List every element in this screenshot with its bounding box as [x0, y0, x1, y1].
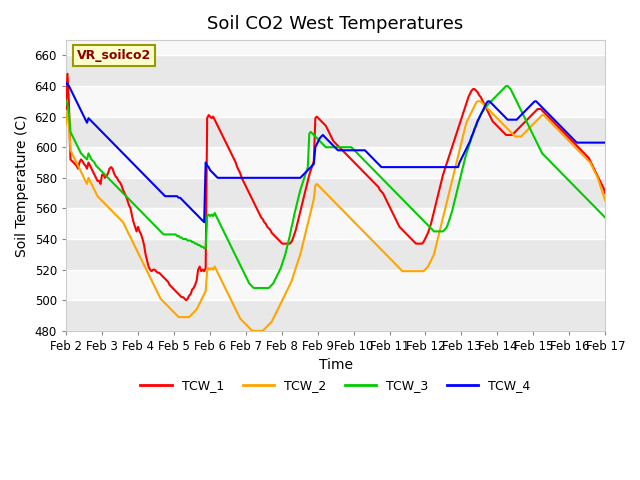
- Bar: [66, 300, 605, 331]
- Bar: [66, 117, 605, 147]
- Bar: [66, 239, 605, 270]
- Bar: [66, 86, 605, 117]
- Bar: [66, 270, 605, 300]
- Bar: [66, 147, 605, 178]
- Text: VR_soilco2: VR_soilco2: [77, 49, 151, 62]
- Bar: [66, 178, 605, 208]
- Legend: TCW_1, TCW_2, TCW_3, TCW_4: TCW_1, TCW_2, TCW_3, TCW_4: [136, 374, 536, 397]
- Bar: [66, 55, 605, 86]
- Title: Soil CO2 West Temperatures: Soil CO2 West Temperatures: [207, 15, 464, 33]
- Bar: [66, 208, 605, 239]
- X-axis label: Time: Time: [319, 359, 353, 372]
- Y-axis label: Soil Temperature (C): Soil Temperature (C): [15, 114, 29, 257]
